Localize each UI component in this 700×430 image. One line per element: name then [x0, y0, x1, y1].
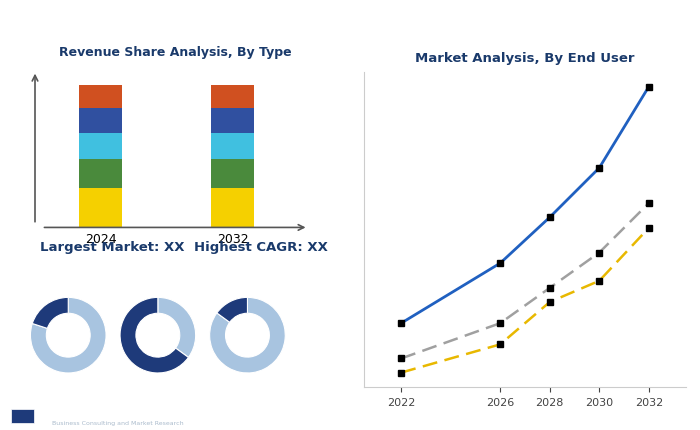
Bar — [211, 160, 254, 188]
Title: Revenue Share Analysis, By Type: Revenue Share Analysis, By Type — [59, 46, 291, 59]
Bar — [211, 108, 254, 134]
FancyBboxPatch shape — [11, 409, 34, 423]
Bar — [80, 108, 122, 134]
Bar — [80, 160, 122, 188]
Wedge shape — [32, 298, 69, 329]
Bar — [211, 188, 254, 228]
Text: Reports and Insights: Reports and Insights — [52, 406, 143, 415]
Title: Market Analysis, By End User: Market Analysis, By End User — [415, 52, 635, 65]
Wedge shape — [158, 298, 195, 358]
Wedge shape — [209, 298, 285, 373]
Bar — [211, 86, 254, 108]
Bar — [80, 86, 122, 108]
Text: Business Consulting and Market Research: Business Consulting and Market Research — [52, 420, 184, 425]
Wedge shape — [120, 298, 188, 373]
Text: Highest CAGR: XX: Highest CAGR: XX — [195, 241, 328, 254]
Text: GLOBAL HVDC TRANSMISSION SYSTEM MARKET SEGMENT ANALYSIS: GLOBAL HVDC TRANSMISSION SYSTEM MARKET S… — [14, 18, 577, 33]
Wedge shape — [31, 298, 106, 373]
Bar — [80, 134, 122, 160]
Text: Largest Market: XX: Largest Market: XX — [41, 241, 185, 254]
Wedge shape — [217, 298, 248, 322]
Bar — [80, 188, 122, 228]
Bar — [211, 134, 254, 160]
